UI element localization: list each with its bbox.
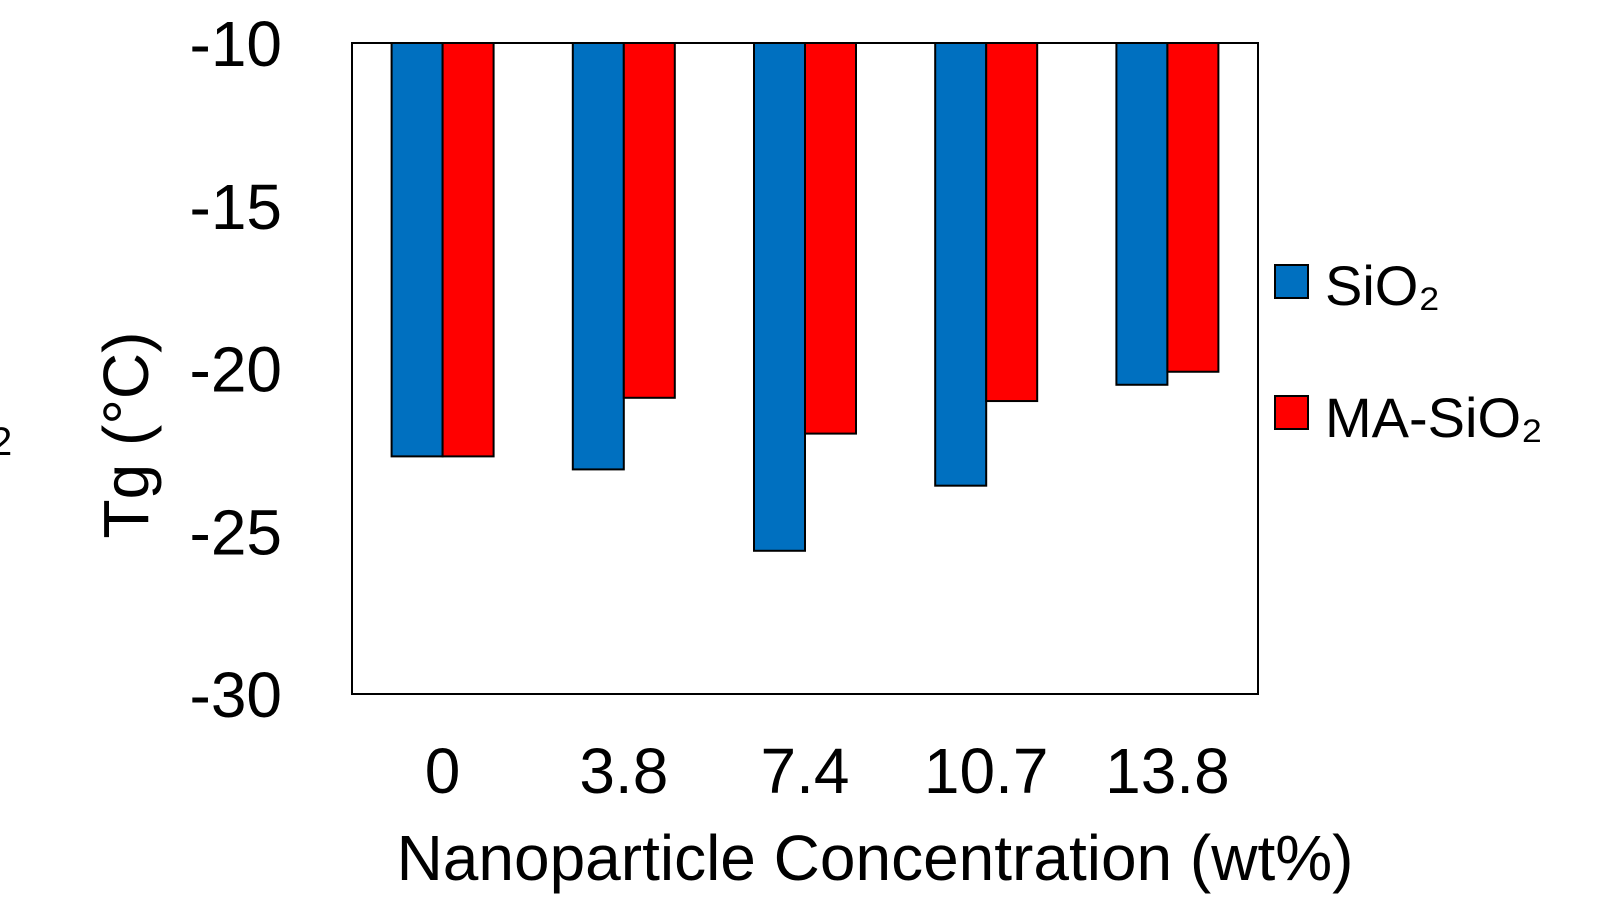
bar-series0-0 bbox=[390, 42, 444, 458]
y-tick-label: -10 bbox=[190, 8, 283, 80]
bar-series1-0 bbox=[441, 42, 495, 458]
x-tick-label: 3.8 bbox=[579, 735, 668, 807]
y-tick-label: -15 bbox=[190, 171, 283, 243]
legend: SiO₂ MA-SiO₂ bbox=[1274, 254, 1543, 449]
legend-swatch-sio2 bbox=[1274, 264, 1309, 299]
y-tick-labels: -10 -15 -20 -25 -30 bbox=[190, 8, 283, 731]
bar-series1-3.8 bbox=[622, 42, 676, 399]
y-tick-label: -30 bbox=[190, 659, 283, 731]
bar-series0-3.8 bbox=[571, 42, 625, 471]
x-tick-label: 7.4 bbox=[761, 735, 850, 807]
legend-label-ma-sio2: MA-SiO₂ bbox=[1325, 386, 1543, 449]
x-tick-label: 13.8 bbox=[1105, 735, 1230, 807]
x-tick-label: 10.7 bbox=[924, 735, 1049, 807]
x-tick-label: 0 bbox=[425, 735, 461, 807]
legend-label-sio2: SiO₂ bbox=[1325, 254, 1440, 317]
y-tick-label: -25 bbox=[190, 496, 283, 568]
bar-series1-13.8 bbox=[1166, 42, 1220, 373]
bar-series0-13.8 bbox=[1115, 42, 1169, 386]
bar-series1-7.4 bbox=[804, 42, 857, 435]
legend-swatch-ma-sio2 bbox=[1274, 395, 1309, 430]
x-axis-title: Nanoparticle Concentration (wt%) bbox=[397, 822, 1354, 894]
bars bbox=[390, 42, 1220, 552]
y-axis-title: Tg (°C) bbox=[90, 332, 162, 539]
bar-series0-7.4 bbox=[753, 42, 806, 552]
bar-series0-10.7 bbox=[934, 42, 988, 487]
stray-subscript-fragment: 2 bbox=[0, 420, 12, 464]
bar-series1-10.7 bbox=[985, 42, 1039, 403]
y-tick-label: -20 bbox=[190, 334, 283, 406]
x-tick-labels: 0 3.8 7.4 10.7 13.8 bbox=[425, 735, 1230, 807]
